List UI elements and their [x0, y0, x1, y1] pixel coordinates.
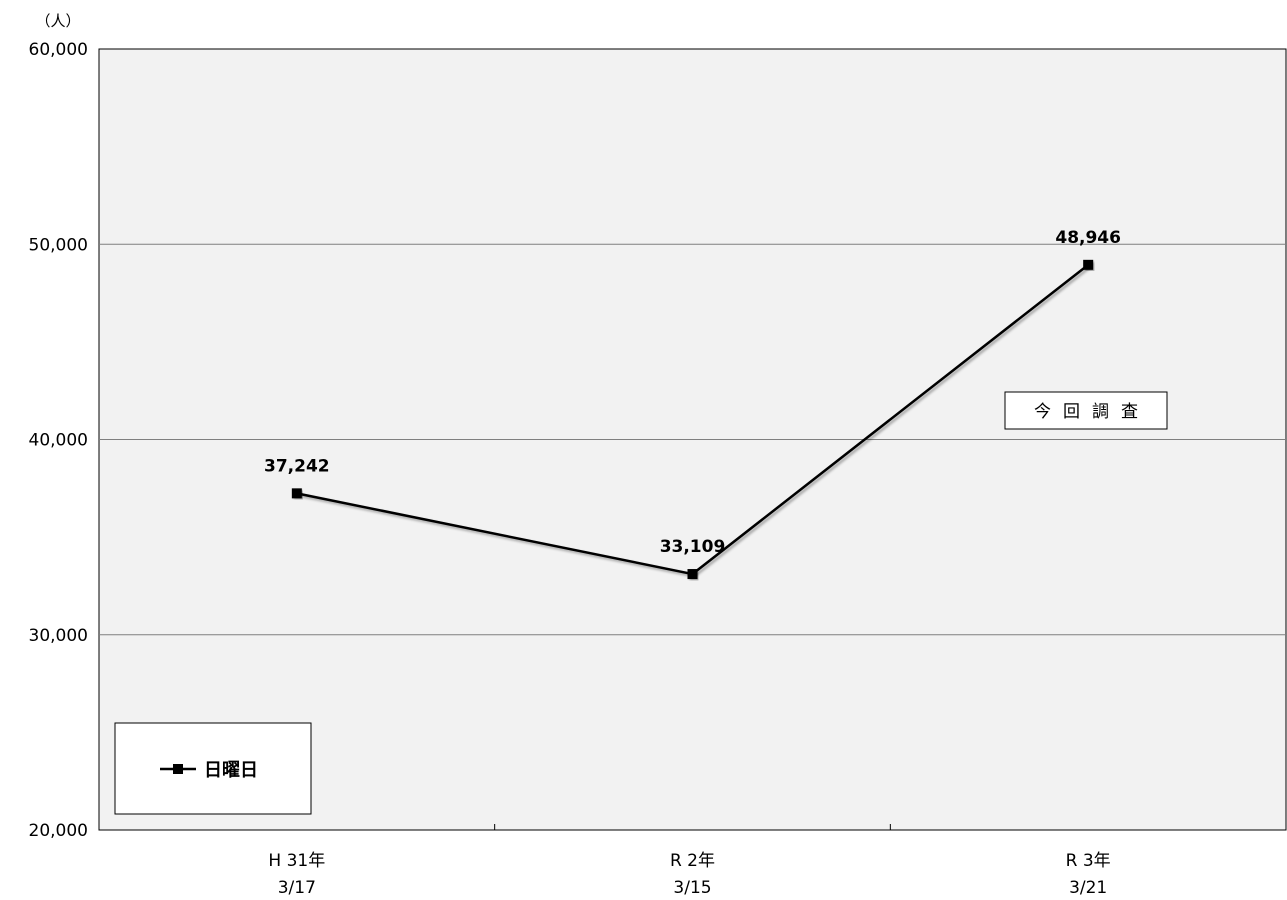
x-tick-label: R 2年: [670, 851, 715, 871]
x-tick-label: H 31年: [268, 851, 325, 871]
y-axis: 20,000 30,000 40,000 50,000 60,000: [29, 40, 88, 841]
x-axis: H 31年 3/17 R 2年 3/15 R 3年 3/21: [268, 824, 1111, 898]
y-tick-label: 60,000: [29, 40, 88, 60]
data-point-marker: [1083, 259, 1094, 270]
legend-marker-swatch: [173, 764, 183, 774]
x-tick-label: 3/17: [278, 878, 316, 898]
y-tick-label: 50,000: [29, 235, 88, 255]
y-tick-label: 20,000: [29, 821, 88, 841]
data-point-marker: [687, 569, 698, 580]
annotation-box: [1004, 391, 1168, 430]
data-label: 48,946: [1055, 228, 1121, 248]
data-point-marker: [291, 488, 302, 499]
data-label: 33,109: [660, 537, 726, 557]
data-label: 37,242: [264, 456, 330, 476]
annotation-text: 今回調査: [1034, 402, 1150, 422]
series-line-group: [291, 259, 1094, 580]
annotation: 今回調査: [1004, 391, 1168, 430]
y-tick-label: 30,000: [29, 626, 88, 646]
y-tick-label: 40,000: [29, 431, 88, 451]
x-tick-label: 3/21: [1069, 878, 1107, 898]
x-tick-label: R 3年: [1066, 851, 1111, 871]
legend-box: [114, 722, 312, 815]
legend: 日曜日: [114, 722, 312, 815]
gridlines: [99, 243, 1286, 636]
x-tick-label: 3/15: [673, 878, 711, 898]
data-labels: 37,242 33,109 48,946: [264, 228, 1121, 557]
y-unit-label: （人）: [35, 12, 80, 30]
legend-label: 日曜日: [204, 760, 258, 781]
